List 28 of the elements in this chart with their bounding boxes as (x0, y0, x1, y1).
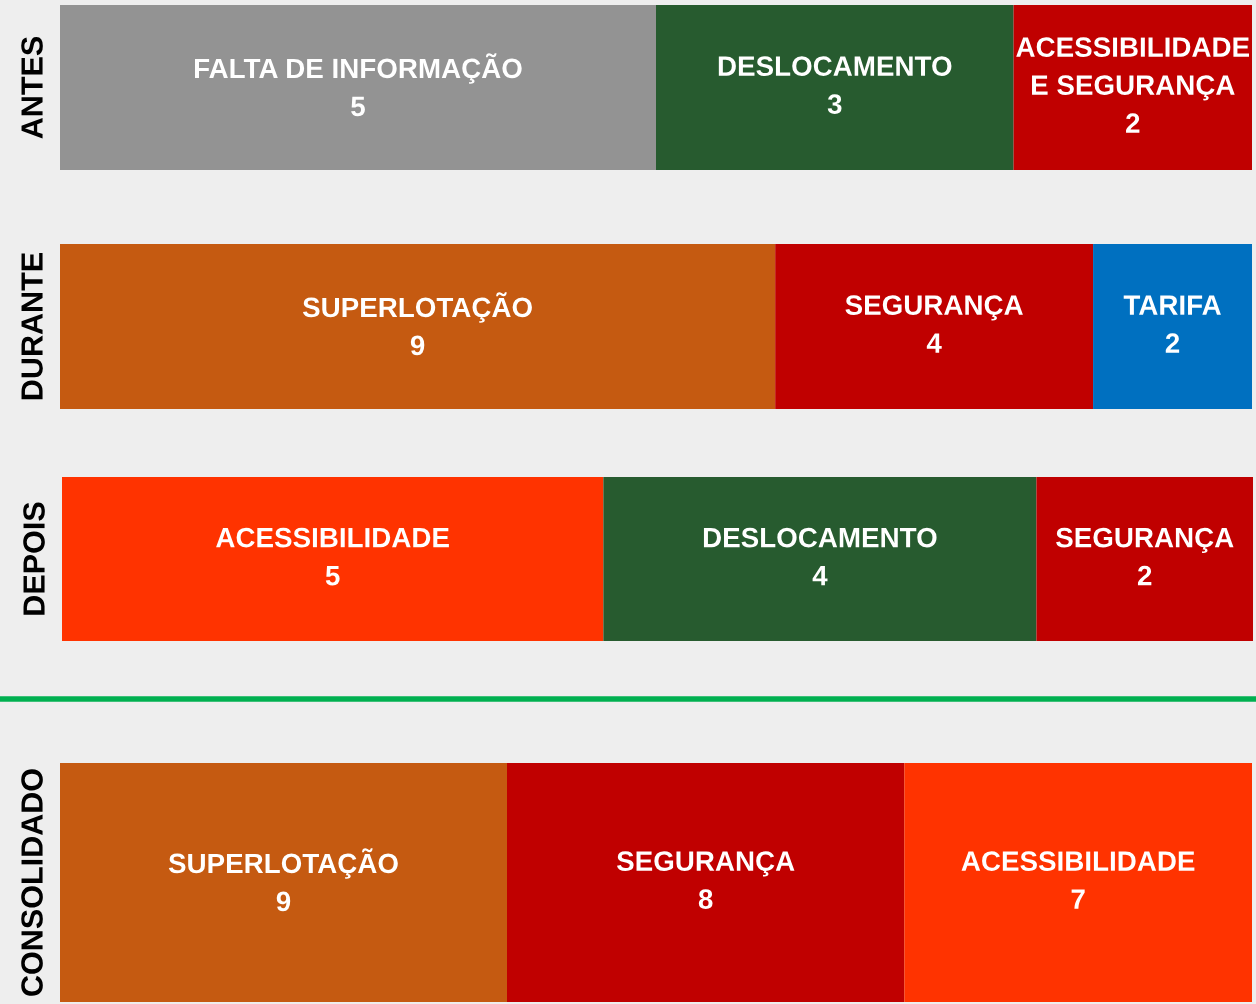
y-tick-label: DEPOIS (23, 502, 45, 615)
data-label: 5 (325, 566, 340, 586)
series-label: SEGURANÇA (616, 851, 795, 877)
data-label: 2 (1165, 333, 1180, 353)
data-label: 4 (926, 333, 942, 353)
series-label: FALTA DE INFORMAÇÃO (195, 53, 522, 84)
y-tick-label: DURANTE (21, 253, 43, 400)
series-label: TARIFA (1123, 295, 1221, 315)
series-label: SUPERLOTAÇÃO (302, 292, 532, 323)
y-tick-label: CONSOLIDADO (21, 769, 43, 996)
series-label: ACESSIBILIDADE (216, 527, 449, 548)
data-label: 2 (1137, 565, 1152, 586)
data-label: 5 (351, 96, 365, 117)
data-label: 2 (1126, 113, 1140, 133)
data-label: 8 (698, 889, 713, 909)
data-label: 7 (1071, 889, 1085, 909)
data-label: 9 (410, 335, 425, 356)
series-label: SEGURANÇA (1056, 527, 1234, 553)
series-label: ACESSIBILIDADE (961, 851, 1195, 871)
series-label: DESLOCAMENTO (703, 527, 937, 548)
y-tick-label: ANTES (21, 36, 43, 139)
series-label: SEGURANÇA (845, 295, 1023, 321)
data-label: 9 (276, 891, 291, 912)
data-label: 3 (827, 94, 842, 114)
series-label: SUPERLOTAÇÃO (168, 848, 398, 879)
data-label: 4 (812, 566, 828, 586)
series-label: ACESSIBILIDADE E SEGURANÇA (1016, 37, 1250, 101)
series-label: DESLOCAMENTO (718, 56, 952, 76)
